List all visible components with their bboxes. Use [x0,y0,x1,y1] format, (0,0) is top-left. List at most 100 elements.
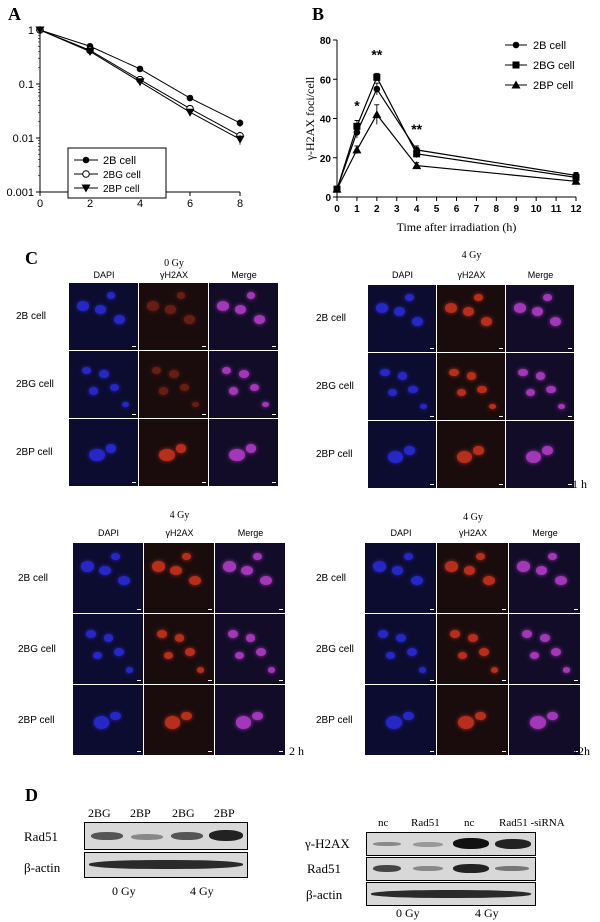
nucleus [253,314,265,324]
dose-label: 4 Gy [190,884,214,898]
tick-label: 40 [320,115,332,126]
nucleus [106,292,116,300]
row-label: 2BG cell [316,643,354,655]
nucleus [444,561,458,572]
series-2bp-cell [332,104,581,193]
data-point [136,65,144,73]
data-point [373,73,381,81]
nucleus [535,371,546,380]
scale-bar [202,345,206,347]
tick-label: 10 [531,204,543,215]
scale-bar [430,347,434,349]
nucleus [408,385,418,394]
row-label: 2B cell [316,313,347,324]
tick-label: 0 [325,193,331,204]
micrograph-tile [506,285,574,352]
scale-bar [137,608,141,610]
nucleus [182,552,191,560]
scale-bar [208,750,212,752]
column-label: DAPI [391,270,413,280]
nucleus [546,711,558,721]
nucleus [444,302,457,313]
micrograph-tile [69,351,138,418]
data-point [373,85,381,93]
nucleus [85,630,96,639]
nucleus [377,630,389,639]
tick-label: 2 [374,204,380,215]
dose-label: 4 Gy [461,250,482,261]
data-point [571,176,581,185]
tick-label: 0 [37,198,43,210]
legend-label: 2BG cell [533,60,575,72]
tick-label: 7 [474,204,480,215]
data-point [35,26,45,35]
nucleus [245,444,257,453]
nucleus [253,552,262,560]
nucleus [411,576,423,586]
nucleus [126,667,134,673]
column-label: γH2AX [458,528,487,538]
nucleus [542,446,553,455]
tick-label: 5 [434,204,440,215]
nucleus [216,300,230,311]
scale-bar [430,415,434,417]
blot-actin [84,852,248,878]
legend-label: 2BG cell [103,170,141,181]
micrograph-tile [509,614,580,684]
micrograph-tile [69,283,138,350]
scale-bar [502,679,506,681]
scale-bar [132,481,136,483]
blot-actin-si [366,882,536,906]
lane-label: Rad51 [411,817,440,829]
nucleus [535,565,548,575]
blot-rad51-si [366,857,536,881]
nucleus [81,366,92,375]
nucleus [227,630,238,639]
series-2b-cell [333,82,580,193]
tick-label: 0.001 [6,187,34,199]
lane-label: nc [464,817,475,829]
micrograph-tile [437,614,508,684]
series-2bp-cell [35,26,245,145]
dose-label: 0 Gy [396,906,420,920]
nucleus [191,401,199,408]
data-point [235,135,245,144]
data-point [236,119,244,127]
nucleus [158,387,169,395]
micrograph-tile [437,543,508,613]
nucleus [474,711,486,721]
panel-label-b: B [312,4,325,24]
nucleus [521,630,533,639]
nucleus [164,304,177,314]
scale-bar [202,413,206,415]
nucleus [118,576,130,586]
legend-marker [81,184,91,193]
micrograph-tile [69,419,138,486]
row-label: 2BP cell [316,714,353,726]
scale-bar [568,415,572,417]
protein-label: Rad51 [307,861,341,876]
nucleus [175,444,187,453]
legend: 2B cell 2BG cell 2BP cell [67,147,167,199]
nucleus [164,651,174,660]
micrograph-tile [215,685,285,755]
micrograph-tile [209,351,278,418]
significance-mark: * [354,98,360,114]
nucleus [110,711,121,721]
scale-bar [430,483,434,485]
nucleus [393,306,405,316]
nucleus [457,450,473,463]
nucleus [268,667,276,673]
micrograph-tile [73,614,143,684]
y-axis-label: γ-H2AX foci/cell [303,76,317,161]
nucleus [449,630,461,639]
nucleus [80,561,94,572]
nucleus [412,316,424,326]
scale-bar [132,413,136,415]
nucleus [481,316,493,326]
x-axis-label: Time after irradiation (h) [397,220,517,234]
nucleus [99,369,109,378]
nucleus [547,552,557,560]
micrograph-tile [437,421,505,488]
nucleus [518,368,529,377]
